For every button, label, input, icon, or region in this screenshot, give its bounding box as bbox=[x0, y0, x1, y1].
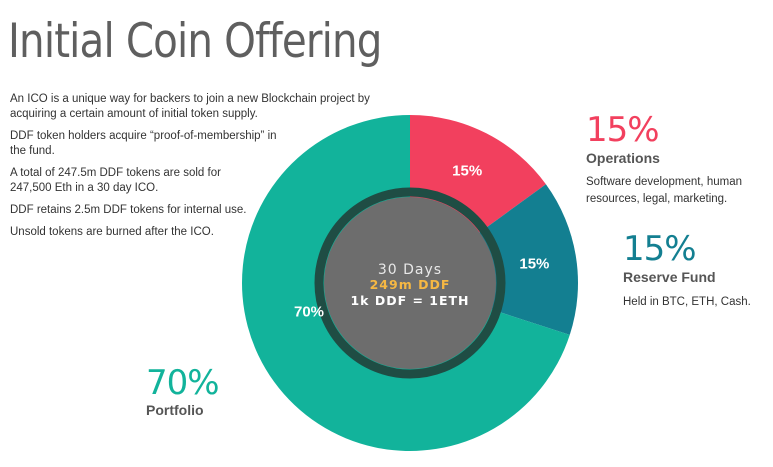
portfolio-title: Portfolio bbox=[146, 402, 204, 418]
intro-paragraph-1: An ICO is a unique way for backers to jo… bbox=[10, 93, 370, 120]
center-days: 30 Days bbox=[378, 262, 442, 278]
slice-operations-label: 15% bbox=[452, 163, 482, 180]
reserve-percent: 15% bbox=[623, 229, 697, 269]
slice-portfolio-label: 70% bbox=[294, 304, 324, 321]
intro-text: An ICO is a unique way for backers to jo… bbox=[10, 92, 410, 247]
operations-title: Operations bbox=[586, 150, 660, 166]
intro-paragraph-5: Unsold tokens are burned after the ICO. bbox=[10, 226, 214, 238]
operations-desc-1: Software development, human bbox=[586, 176, 742, 188]
page-title: Initial Coin Offering bbox=[8, 14, 382, 69]
operations-desc-2: resources, legal, marketing. bbox=[586, 193, 728, 205]
center-circle bbox=[324, 197, 496, 369]
operations-percent: 15% bbox=[586, 110, 660, 150]
center-supply: 249m DDF bbox=[370, 277, 451, 292]
slice-reserve-fund-label: 15% bbox=[519, 255, 549, 272]
intro-paragraph-4: DDF retains 2.5m DDF tokens for internal… bbox=[10, 204, 247, 216]
intro-paragraph-3: A total of 247.5m DDF tokens are sold fo… bbox=[10, 167, 221, 194]
portfolio-percent: 70% bbox=[146, 363, 220, 403]
center-ring bbox=[314, 187, 506, 379]
intro-paragraph-2: DDF token holders acquire “proof-of-memb… bbox=[10, 130, 277, 157]
reserve-desc: Held in BTC, ETH, Cash. bbox=[623, 296, 751, 308]
reserve-title: Reserve Fund bbox=[623, 269, 716, 285]
slice-labels: 15% 15% 70% bbox=[294, 163, 549, 321]
center-rate: 1k DDF = 1ETH bbox=[350, 293, 469, 308]
